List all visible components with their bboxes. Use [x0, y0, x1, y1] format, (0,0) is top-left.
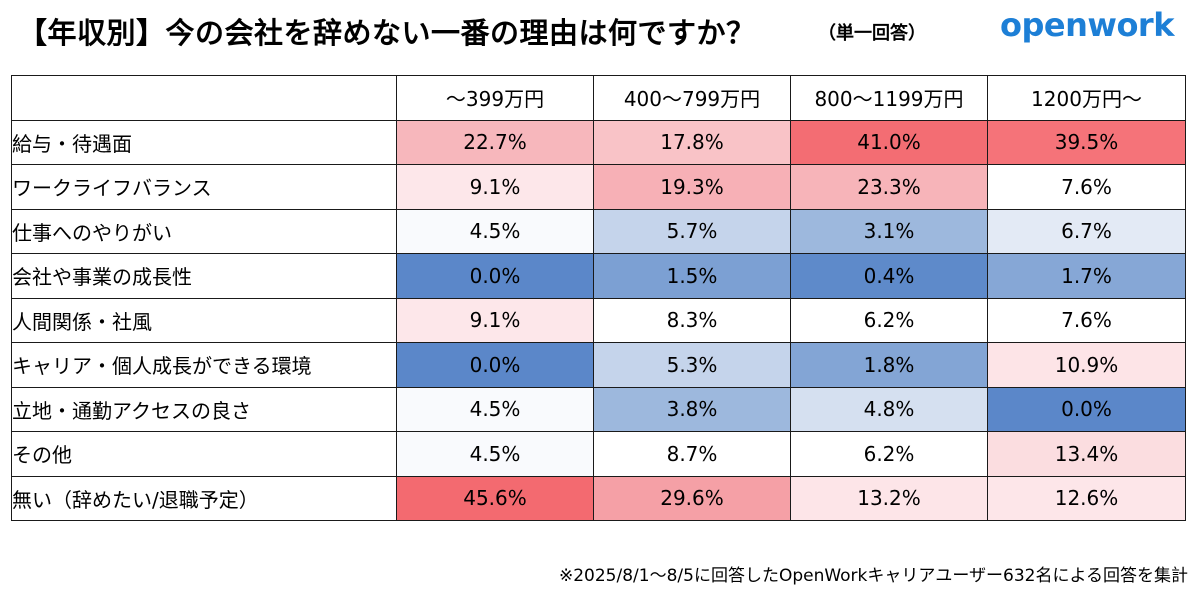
table-row: 給与・待遇面 22.7% 17.8% 41.0% 39.5%	[11, 119, 1186, 165]
table-row: キャリア・個人成長ができる環境 0.0% 5.3% 1.8% 10.9%	[11, 342, 1186, 388]
column-header: 〜399万円	[396, 75, 594, 121]
column-header: 400〜799万円	[593, 75, 791, 121]
row-label: 仕事へのやりがい	[11, 208, 397, 254]
value-cell: 0.0%	[987, 386, 1186, 432]
value-cell: 6.2%	[790, 297, 988, 343]
value-cell: 5.7%	[593, 208, 791, 254]
row-label: 無い（辞めたい/退職予定）	[11, 475, 397, 521]
value-cell: 4.5%	[396, 386, 594, 432]
value-cell: 1.7%	[987, 253, 1186, 299]
value-cell: 29.6%	[593, 475, 791, 521]
value-cell: 8.7%	[593, 431, 791, 477]
value-cell: 4.5%	[396, 431, 594, 477]
value-cell: 1.5%	[593, 253, 791, 299]
table-row: ワークライフバランス 9.1% 19.3% 23.3% 7.6%	[11, 164, 1186, 210]
value-cell: 39.5%	[987, 119, 1186, 165]
value-cell: 5.3%	[593, 342, 791, 388]
page-subtitle: （単一回答）	[818, 23, 926, 44]
openwork-logo: openwork	[1000, 6, 1174, 44]
value-cell: 6.7%	[987, 208, 1186, 254]
row-label: その他	[11, 431, 397, 477]
value-cell: 41.0%	[790, 119, 988, 165]
value-cell: 17.8%	[593, 119, 791, 165]
table-row: その他 4.5% 8.7% 6.2% 13.4%	[11, 431, 1186, 477]
value-cell: 4.5%	[396, 208, 594, 254]
value-cell: 8.3%	[593, 297, 791, 343]
value-cell: 9.1%	[396, 164, 594, 210]
value-cell: 7.6%	[987, 297, 1186, 343]
value-cell: 0.0%	[396, 342, 594, 388]
value-cell: 3.8%	[593, 386, 791, 432]
value-cell: 0.0%	[396, 253, 594, 299]
footnote: ※2025/8/1〜8/5に回答したOpenWorkキャリアユーザー632名によ…	[558, 566, 1188, 586]
value-cell: 1.8%	[790, 342, 988, 388]
results-table: 〜399万円 400〜799万円 800〜1199万円 1200万円〜 給与・待…	[11, 75, 1186, 521]
table-row: 会社や事業の成長性 0.0% 1.5% 0.4% 1.7%	[11, 253, 1186, 299]
row-label: 人間関係・社風	[11, 297, 397, 343]
value-cell: 10.9%	[987, 342, 1186, 388]
row-label: 立地・通勤アクセスの良さ	[11, 386, 397, 432]
page-title: 【年収別】今の会社を辞めない一番の理由は何ですか？	[18, 16, 756, 50]
value-cell: 45.6%	[396, 475, 594, 521]
value-cell: 22.7%	[396, 119, 594, 165]
value-cell: 19.3%	[593, 164, 791, 210]
column-header: 1200万円〜	[987, 75, 1186, 121]
value-cell: 4.8%	[790, 386, 988, 432]
row-label: ワークライフバランス	[11, 164, 397, 210]
row-label: キャリア・個人成長ができる環境	[11, 342, 397, 388]
corner-cell	[11, 75, 397, 121]
header-row: 〜399万円 400〜799万円 800〜1199万円 1200万円〜	[11, 75, 1186, 121]
value-cell: 12.6%	[987, 475, 1186, 521]
value-cell: 3.1%	[790, 208, 988, 254]
value-cell: 13.2%	[790, 475, 988, 521]
row-label: 会社や事業の成長性	[11, 253, 397, 299]
table-row: 人間関係・社風 9.1% 8.3% 6.2% 7.6%	[11, 297, 1186, 343]
value-cell: 13.4%	[987, 431, 1186, 477]
value-cell: 6.2%	[790, 431, 988, 477]
value-cell: 7.6%	[987, 164, 1186, 210]
value-cell: 0.4%	[790, 253, 988, 299]
table-row: 立地・通勤アクセスの良さ 4.5% 3.8% 4.8% 0.0%	[11, 386, 1186, 432]
table-row: 無い（辞めたい/退職予定） 45.6% 29.6% 13.2% 12.6%	[11, 475, 1186, 521]
value-cell: 9.1%	[396, 297, 594, 343]
value-cell: 23.3%	[790, 164, 988, 210]
row-label: 給与・待遇面	[11, 119, 397, 165]
table-row: 仕事へのやりがい 4.5% 5.7% 3.1% 6.7%	[11, 208, 1186, 254]
column-header: 800〜1199万円	[790, 75, 988, 121]
